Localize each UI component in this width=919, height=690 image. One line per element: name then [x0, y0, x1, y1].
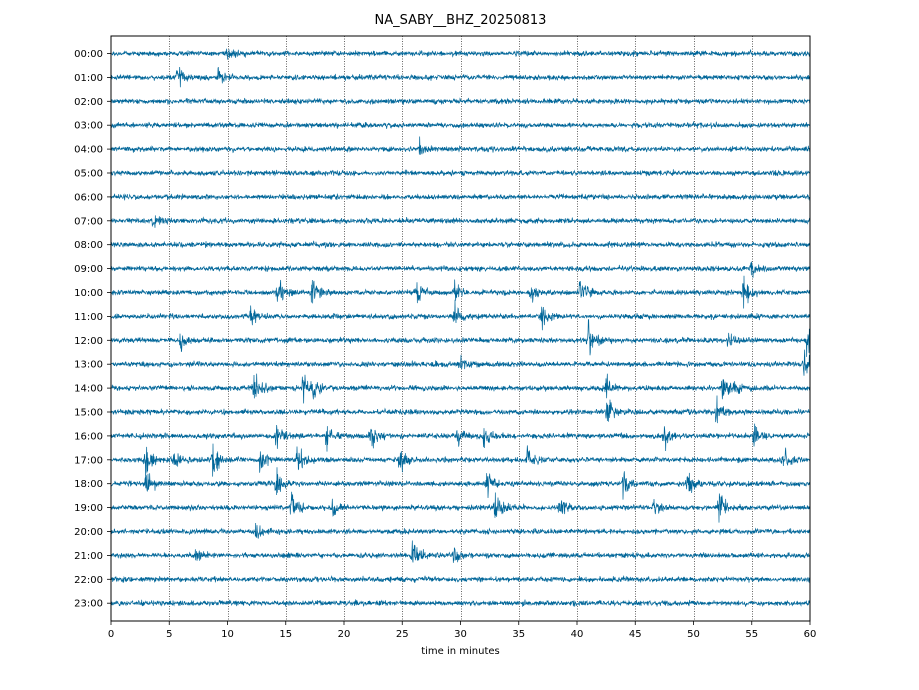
x-tick-label: 50	[687, 629, 700, 640]
seismic-trace	[110, 443, 811, 482]
y-tick-label: 19:00	[74, 503, 103, 514]
seismic-trace	[110, 395, 811, 424]
y-tick-label: 17:00	[74, 455, 103, 466]
seismic-trace	[110, 540, 811, 563]
seismic-trace	[110, 121, 811, 129]
y-tick-label: 04:00	[74, 145, 103, 156]
seismic-trace	[110, 193, 811, 201]
y-tick-label: 08:00	[74, 240, 103, 251]
y-tick-label: 12:00	[74, 336, 103, 347]
x-axis-label: time in minutes	[421, 646, 500, 657]
x-tick-label: 45	[629, 629, 642, 640]
seismic-trace	[110, 261, 811, 278]
x-tick-label: 25	[396, 629, 409, 640]
x-tick-label: 5	[166, 629, 172, 640]
y-tick-label: 02:00	[74, 97, 103, 108]
x-tick-label: 35	[512, 629, 525, 640]
x-tick-label: 0	[108, 629, 114, 640]
y-tick-label: 00:00	[74, 49, 103, 60]
seismic-trace	[110, 491, 811, 523]
x-tick-label: 10	[221, 629, 234, 640]
seismic-trace	[110, 240, 811, 249]
seismic-trace	[110, 373, 811, 404]
seismic-trace	[110, 599, 811, 608]
y-tick-label: 09:00	[74, 264, 103, 275]
y-tick-label: 15:00	[74, 408, 103, 419]
seismic-trace	[110, 215, 811, 228]
seismic-trace	[110, 319, 811, 357]
y-tick-label: 11:00	[74, 312, 103, 323]
y-tick-label: 14:00	[74, 384, 103, 395]
seismic-trace	[110, 575, 811, 584]
y-tick-label: 03:00	[74, 121, 103, 132]
seismic-trace	[110, 423, 811, 452]
y-tick-label: 01:00	[74, 73, 103, 84]
y-tick-label: 23:00	[74, 599, 103, 610]
seismic-trace	[110, 136, 811, 155]
seismic-trace	[110, 169, 811, 177]
seismic-trace	[110, 522, 811, 539]
seismic-trace	[110, 349, 811, 376]
y-tick-label: 21:00	[74, 551, 103, 562]
seismic-trace	[110, 97, 811, 106]
seismic-trace	[110, 275, 811, 309]
x-tick-label: 40	[571, 629, 584, 640]
x-tick-label: 20	[338, 629, 351, 640]
x-tick-label: 15	[279, 629, 292, 640]
y-tick-label: 22:00	[74, 575, 103, 586]
y-tick-label: 07:00	[74, 216, 103, 227]
x-tick-label: 55	[745, 629, 758, 640]
y-tick-label: 16:00	[74, 431, 103, 442]
x-tick-label: 60	[804, 629, 817, 640]
y-tick-label: 20:00	[74, 527, 103, 538]
tick-layer: 00:00 01:00 02:00 03:00 04:00 05:00 06:00 07:00…	[74, 49, 816, 640]
x-tick-label: 30	[454, 629, 467, 640]
seismic-trace	[110, 48, 811, 60]
seismic-trace	[110, 299, 811, 331]
seismic-trace	[110, 66, 811, 88]
y-tick-label: 06:00	[74, 192, 103, 203]
y-tick-label: 18:00	[74, 479, 103, 490]
seismic-trace	[110, 467, 811, 500]
y-tick-label: 05:00	[74, 169, 103, 180]
grid-lines	[169, 36, 753, 621]
plot-frame	[110, 35, 811, 622]
trace-layer	[110, 48, 811, 608]
y-tick-label: 13:00	[74, 360, 103, 371]
y-tick-label: 10:00	[74, 288, 103, 299]
chart-title: NA_SABY__BHZ_20250813	[375, 13, 547, 28]
